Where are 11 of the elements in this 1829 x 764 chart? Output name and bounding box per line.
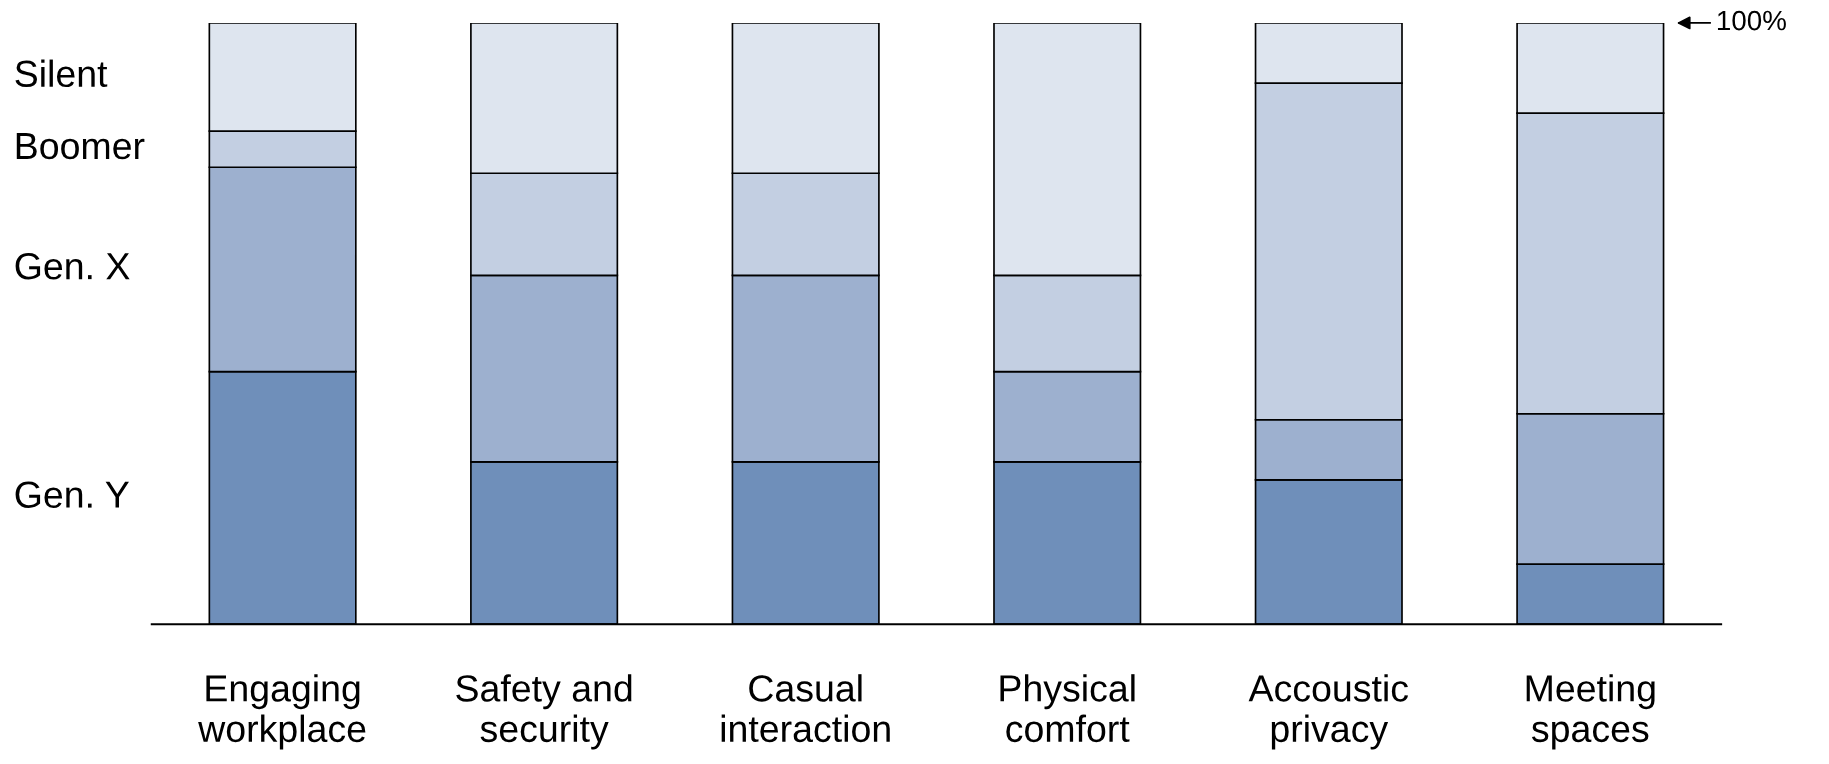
series-label: Boomer <box>16 133 145 160</box>
text: Gen. X <box>15 252 130 280</box>
x-tick-label: Casual interaction <box>721 674 890 743</box>
x-tick-label: Safety and security <box>456 674 632 750</box>
annotation: 100% <box>1717 10 1786 31</box>
x-tick-label: Engaging workplace <box>198 674 366 750</box>
x-tick-label: Physical comfort <box>1000 674 1135 743</box>
text: Silent <box>15 59 108 88</box>
x-tick-label: Meeting spaces <box>1526 674 1655 750</box>
x-tick-label: Accoustic privacy <box>1248 674 1409 750</box>
text: Gen. Y <box>15 481 129 508</box>
